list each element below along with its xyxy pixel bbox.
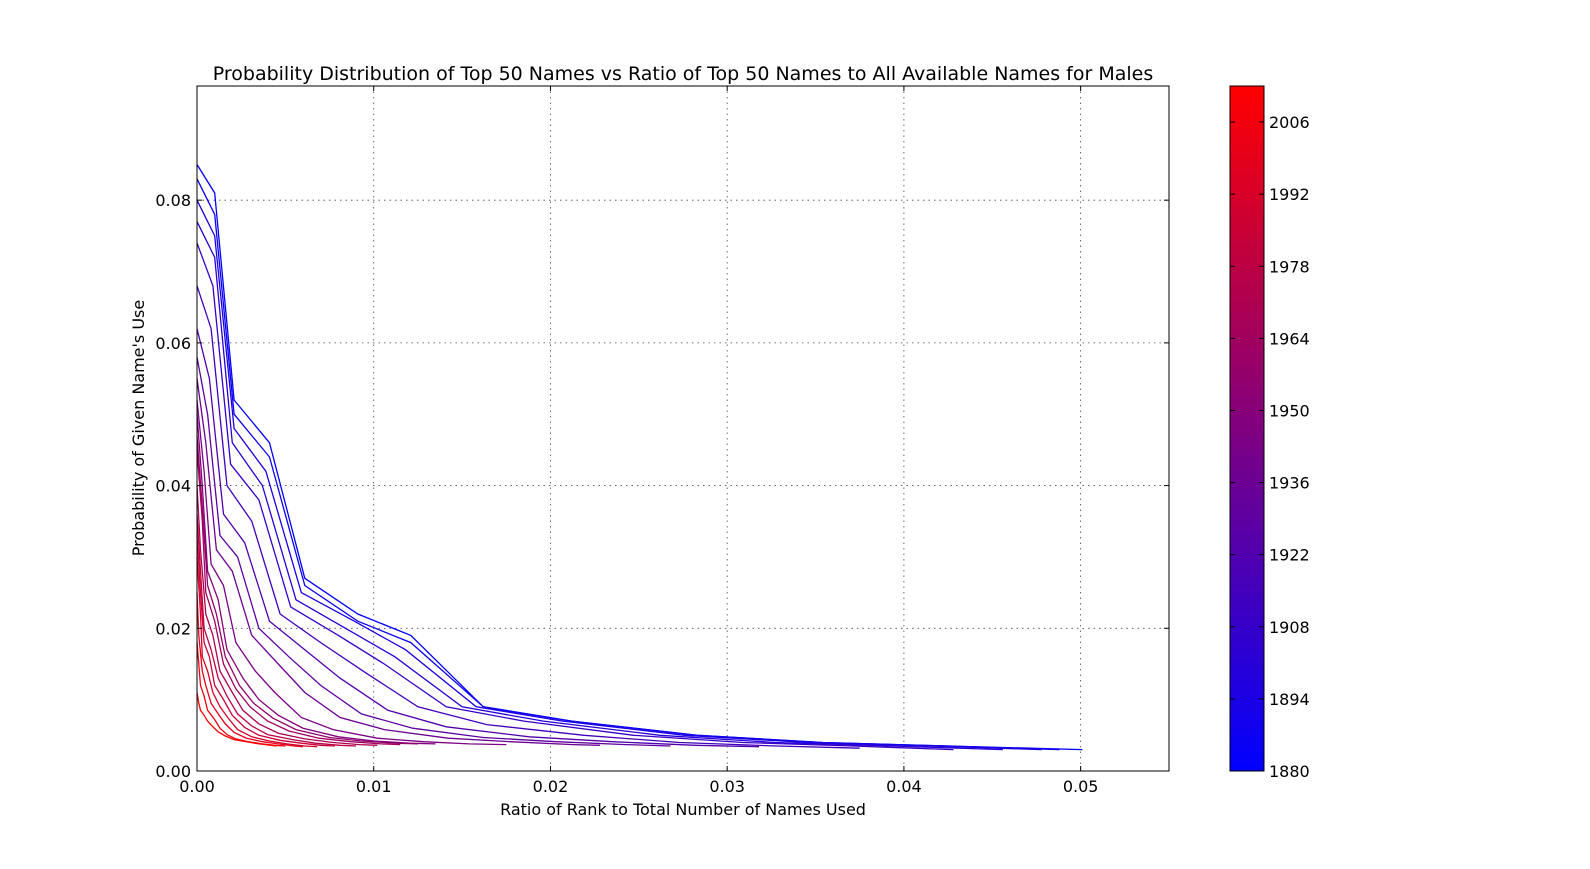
y-tick-label: 0.02 [155, 619, 191, 638]
series-line-1985 [196, 535, 335, 747]
series-line-1936 [196, 378, 600, 746]
series-line-1950 [196, 414, 436, 745]
series-line-1887 [196, 178, 1060, 751]
series-line-1978 [196, 514, 357, 747]
colorbar-tick-label: 1894 [1269, 690, 1310, 709]
colorbar-tick-label: 1992 [1269, 185, 1310, 204]
series-line-1922 [196, 328, 760, 748]
x-axis-title: Ratio of Rank to Total Number of Names U… [500, 800, 866, 819]
series-line-1992 [196, 556, 318, 748]
colorbar-tick-label: 1936 [1269, 474, 1310, 493]
colorbar-ticks: 1880 1894 1908 1922 1936 1950 1964 1978 1992 2006 [1230, 113, 1310, 781]
y-tick-label: 0.00 [155, 762, 191, 781]
series-lines [196, 164, 1083, 751]
colorbar-tick-label: 1880 [1269, 762, 1310, 781]
series-line-1929 [196, 356, 671, 747]
x-tick-label: 0.04 [886, 777, 922, 796]
series-line-1971 [196, 485, 378, 746]
colorbar-tick-label: 1964 [1269, 329, 1310, 348]
colorbar-tick-label: 1978 [1269, 257, 1310, 276]
colorbar [1229, 85, 1265, 772]
y-tick-label: 0.08 [155, 191, 191, 210]
colorbar-tick-label: 2006 [1269, 113, 1310, 132]
series-line-1901 [196, 221, 1003, 751]
colorbar-tick-label: 1950 [1269, 401, 1310, 420]
series-line-1957 [196, 435, 418, 745]
grid [197, 86, 1169, 771]
series-line-1894 [196, 199, 1042, 751]
series-line-1964 [196, 449, 401, 746]
x-tick-label: 0.01 [356, 777, 392, 796]
y-tick-label: 0.06 [155, 334, 191, 353]
colorbar-tick-label: 1922 [1269, 546, 1310, 565]
series-line-2013 [196, 692, 277, 747]
series-line-1908 [196, 242, 954, 751]
x-tick-label: 0.05 [1063, 777, 1099, 796]
colorbar-tick-label: 1908 [1269, 618, 1310, 637]
series-line-1915 [196, 285, 860, 749]
plot-frame [196, 85, 1170, 772]
series-line-1943 [196, 399, 507, 746]
y-axis-title: Probability of Given Name's Use [129, 300, 148, 556]
y-tick-label: 0.04 [155, 477, 191, 496]
series-line-1999 [196, 592, 304, 748]
chart-title: Probability Distribution of Top 50 Names… [213, 63, 1154, 85]
x-tick-label: 0.00 [179, 777, 215, 796]
x-tick-label: 0.02 [533, 777, 569, 796]
series-line-1880 [196, 164, 1083, 751]
x-tick-label: 0.03 [709, 777, 745, 796]
axis-ticks: 0.00 0.01 0.02 0.03 0.04 0.05 0.00 0.02 0.04 0.06… [155, 86, 1169, 796]
